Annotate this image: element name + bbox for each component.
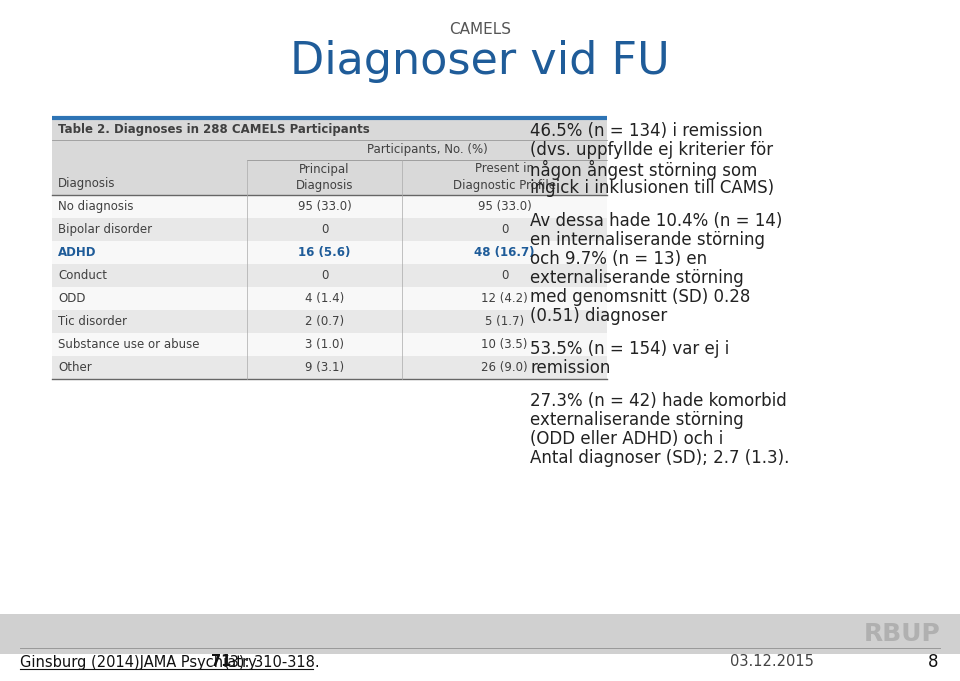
Text: 0: 0 bbox=[321, 269, 328, 282]
Text: 16 (5.6): 16 (5.6) bbox=[299, 246, 350, 259]
Text: 95 (33.0): 95 (33.0) bbox=[478, 200, 532, 213]
Text: 71: 71 bbox=[210, 654, 231, 669]
Bar bbox=[52, 160, 607, 195]
Text: med genomsnitt (SD) 0.28: med genomsnitt (SD) 0.28 bbox=[530, 288, 751, 306]
Bar bbox=[52, 264, 607, 287]
Bar bbox=[52, 310, 607, 333]
Text: (0.51) diagnoser: (0.51) diagnoser bbox=[530, 307, 667, 325]
Text: och 9.7% (n = 13) en: och 9.7% (n = 13) en bbox=[530, 250, 708, 268]
Bar bbox=[52, 241, 607, 264]
Text: någon ångest störning som: någon ångest störning som bbox=[530, 160, 757, 180]
Text: en internaliserande störning: en internaliserande störning bbox=[530, 231, 765, 249]
Text: 2 (0.7): 2 (0.7) bbox=[305, 315, 344, 328]
Text: 8: 8 bbox=[927, 653, 938, 671]
Text: Av dessa hade 10.4% (n = 14): Av dessa hade 10.4% (n = 14) bbox=[530, 212, 782, 230]
Text: Diagnoser vid FU: Diagnoser vid FU bbox=[290, 40, 670, 83]
Text: ODD: ODD bbox=[58, 292, 85, 305]
Text: 46.5% (n = 134) i remission: 46.5% (n = 134) i remission bbox=[530, 122, 762, 140]
Text: (3): 310-318.: (3): 310-318. bbox=[225, 654, 320, 669]
Text: RBUP: RBUP bbox=[863, 622, 940, 646]
Text: No diagnosis: No diagnosis bbox=[58, 200, 133, 213]
Text: 53.5% (n = 154) var ej i: 53.5% (n = 154) var ej i bbox=[530, 340, 730, 358]
Bar bbox=[52, 118, 607, 140]
Text: Present in
Diagnostic Profile: Present in Diagnostic Profile bbox=[453, 163, 556, 193]
Text: 3 (1.0): 3 (1.0) bbox=[305, 338, 344, 351]
Text: Participants, No. (%): Participants, No. (%) bbox=[367, 144, 488, 157]
Text: ingick i inklusionen till CAMS): ingick i inklusionen till CAMS) bbox=[530, 179, 774, 197]
Text: Tic disorder: Tic disorder bbox=[58, 315, 127, 328]
Text: Substance use or abuse: Substance use or abuse bbox=[58, 338, 200, 351]
Text: 9 (3.1): 9 (3.1) bbox=[305, 361, 344, 374]
Text: Ginsburg (2014)JAMA Psychiatry: Ginsburg (2014)JAMA Psychiatry bbox=[20, 654, 261, 669]
Bar bbox=[52, 356, 607, 379]
Bar bbox=[52, 333, 607, 356]
Text: 0: 0 bbox=[501, 269, 508, 282]
Text: CAMELS: CAMELS bbox=[449, 22, 511, 37]
Text: remission: remission bbox=[530, 359, 611, 377]
Text: (ODD eller ADHD) och i: (ODD eller ADHD) och i bbox=[530, 430, 723, 448]
Text: Conduct: Conduct bbox=[58, 269, 107, 282]
Bar bbox=[52, 218, 607, 241]
Text: ADHD: ADHD bbox=[58, 246, 97, 259]
Text: Principal
Diagnosis: Principal Diagnosis bbox=[296, 163, 353, 193]
Bar bbox=[52, 287, 607, 310]
Text: Other: Other bbox=[58, 361, 92, 374]
Text: Table 2. Diagnoses in 288 CAMELS Participants: Table 2. Diagnoses in 288 CAMELS Partici… bbox=[58, 123, 370, 136]
Text: externaliserande störning: externaliserande störning bbox=[530, 411, 744, 429]
Text: 26 (9.0): 26 (9.0) bbox=[481, 361, 528, 374]
Text: Bipolar disorder: Bipolar disorder bbox=[58, 223, 152, 236]
Text: 10 (3.5): 10 (3.5) bbox=[481, 338, 528, 351]
Text: 03.12.2015: 03.12.2015 bbox=[730, 654, 814, 669]
Text: 4 (1.4): 4 (1.4) bbox=[305, 292, 344, 305]
Bar bbox=[0, 614, 960, 654]
Bar bbox=[52, 140, 607, 160]
Text: externaliserande störning: externaliserande störning bbox=[530, 269, 744, 287]
Text: Antal diagnoser (SD); 2.7 (1.3).: Antal diagnoser (SD); 2.7 (1.3). bbox=[530, 449, 789, 467]
Text: 48 (16.7): 48 (16.7) bbox=[474, 246, 535, 259]
Text: Diagnosis: Diagnosis bbox=[58, 177, 115, 190]
Text: 5 (1.7): 5 (1.7) bbox=[485, 315, 524, 328]
Text: 27.3% (n = 42) hade komorbid: 27.3% (n = 42) hade komorbid bbox=[530, 392, 787, 410]
Bar bbox=[52, 195, 607, 218]
Text: (dvs. uppfyllde ej kriterier för: (dvs. uppfyllde ej kriterier för bbox=[530, 141, 773, 159]
Text: 95 (33.0): 95 (33.0) bbox=[298, 200, 351, 213]
Text: 0: 0 bbox=[321, 223, 328, 236]
Text: 12 (4.2): 12 (4.2) bbox=[481, 292, 528, 305]
Text: 0: 0 bbox=[501, 223, 508, 236]
